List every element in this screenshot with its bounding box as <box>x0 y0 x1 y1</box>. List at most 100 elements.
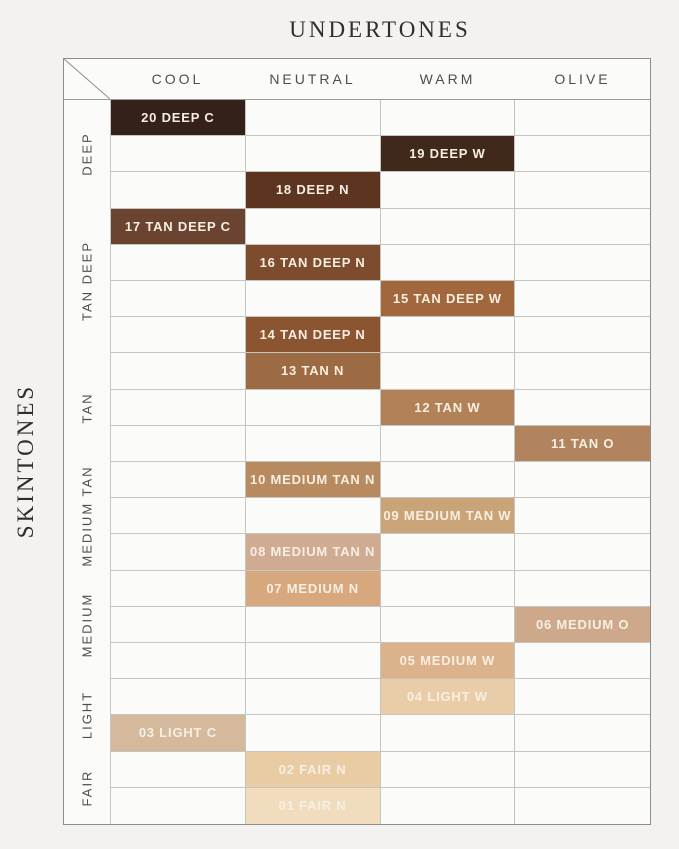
corner-cell <box>64 59 110 99</box>
empty-cell <box>111 317 246 354</box>
skintone-labels-column: DEEP TAN DEEP TAN MEDIUM TAN MEDIUM LIGHT FAIR <box>64 100 111 824</box>
empty-cell <box>245 281 381 318</box>
empty-cell <box>245 498 381 535</box>
empty-cell <box>515 136 650 173</box>
empty-cell <box>245 606 381 643</box>
empty-cell <box>111 643 246 680</box>
skintone-group-label-tan: TAN <box>79 392 95 424</box>
shade-chip-12-tan-w: 12 TAN W <box>380 389 516 426</box>
empty-cell <box>515 245 650 281</box>
empty-cell <box>380 353 516 390</box>
column-header-warm: WARM <box>419 71 476 87</box>
column-header-neutral: NEUTRAL <box>269 71 356 87</box>
empty-cell <box>111 606 246 643</box>
empty-cell <box>380 751 516 788</box>
grid-body: DEEP TAN DEEP TAN MEDIUM TAN MEDIUM LIGHT FAIR… <box>64 100 650 824</box>
empty-cell <box>111 353 246 390</box>
empty-cell <box>111 498 246 535</box>
empty-cell <box>380 208 516 245</box>
empty-cell <box>515 643 650 680</box>
shade-grid: COOL NEUTRAL WARM OLIVE DEEP TAN DEEP TAN MEDI… <box>63 58 651 825</box>
skintone-group-label-deep: DEEP <box>79 132 95 176</box>
empty-cell <box>111 751 246 788</box>
empty-cell <box>380 570 516 607</box>
skintones-title: SKINTONES <box>13 383 38 539</box>
grid-cells: 20 DEEP C 19 DEEP W 18 DEEP N 17 TAN DEEP C… <box>111 100 650 824</box>
empty-cell <box>515 679 650 716</box>
column-header-cool: COOL <box>151 71 204 87</box>
empty-cell <box>111 136 246 173</box>
empty-cell <box>245 208 381 245</box>
shade-chip-18-deep-n: 18 DEEP N <box>245 172 381 209</box>
shade-chip-19-deep-w: 19 DEEP W <box>380 136 516 173</box>
empty-cell <box>380 606 516 643</box>
empty-cell <box>111 570 246 607</box>
shade-chip-08-medium-tan-n: 08 MEDIUM TAN N <box>245 534 381 571</box>
empty-cell <box>245 389 381 426</box>
empty-cell <box>111 281 246 318</box>
empty-cell <box>380 172 516 209</box>
shade-chip-06-medium-o: 06 MEDIUM O <box>515 606 650 643</box>
empty-cell <box>515 172 650 209</box>
empty-cell <box>245 100 381 137</box>
empty-cell <box>515 209 650 245</box>
shade-chip-14-tan-deep-n: 14 TAN DEEP N <box>245 317 381 354</box>
empty-cell <box>245 679 381 716</box>
empty-cell <box>515 571 650 607</box>
shade-chip-17-tan-deep-c: 17 TAN DEEP C <box>111 208 246 245</box>
empty-cell <box>111 534 246 571</box>
empty-cell <box>245 136 381 173</box>
shade-chip-04-light-w: 04 LIGHT W <box>380 679 516 716</box>
empty-cell <box>245 715 381 752</box>
corner-diagonal-line <box>64 59 110 99</box>
empty-cell <box>515 752 650 788</box>
empty-cell <box>111 425 246 462</box>
empty-cell <box>515 353 650 390</box>
empty-cell <box>380 100 516 137</box>
empty-cell <box>111 172 246 209</box>
skintone-group-label-light: LIGHT <box>79 691 95 740</box>
shade-chip-20-deep-c: 20 DEEP C <box>111 100 246 137</box>
shade-chip-11-tan-o: 11 TAN O <box>515 425 650 462</box>
column-header-olive: OLIVE <box>554 71 611 87</box>
empty-cell <box>381 787 516 824</box>
skintone-group-label-medium-tan: MEDIUM TAN <box>79 465 95 567</box>
empty-cell <box>111 679 246 716</box>
empty-cell <box>380 317 516 354</box>
shade-chip-15-tan-deep-w: 15 TAN DEEP W <box>380 281 516 318</box>
shade-chip-16-tan-deep-n: 16 TAN DEEP N <box>245 244 381 281</box>
empty-cell <box>515 462 650 499</box>
skintone-group-label-medium: MEDIUM <box>79 592 95 658</box>
empty-cell <box>380 534 516 571</box>
empty-cell <box>380 425 516 462</box>
empty-cell <box>111 389 246 426</box>
undertones-title: UNDERTONES <box>289 17 471 42</box>
skintone-group-label-tan-deep: TAN DEEP <box>79 240 95 322</box>
shade-chip-03-light-c: 03 LIGHT C <box>111 715 246 752</box>
empty-cell <box>111 787 246 824</box>
shade-chip-10-medium-tan-n: 10 MEDIUM TAN N <box>245 462 381 499</box>
undertone-header-row: COOL NEUTRAL WARM OLIVE <box>64 59 650 100</box>
empty-cell <box>380 462 516 499</box>
empty-cell <box>515 534 650 571</box>
shade-chip-13-tan-n: 13 TAN N <box>245 353 381 390</box>
skintone-group-label-fair: FAIR <box>79 769 95 807</box>
shade-chip-07-medium-n: 07 MEDIUM N <box>245 570 381 607</box>
empty-cell <box>515 390 650 426</box>
empty-cell <box>515 100 650 137</box>
empty-cell <box>111 462 246 499</box>
empty-cell <box>515 715 650 752</box>
shade-chip-01-fair-n: 01 FAIR N <box>245 787 381 824</box>
empty-cell <box>515 788 650 824</box>
empty-cell <box>111 244 246 281</box>
empty-cell <box>515 498 650 535</box>
shade-chip-05-medium-w: 05 MEDIUM W <box>380 643 516 680</box>
empty-cell <box>515 317 650 354</box>
empty-cell <box>380 715 516 752</box>
empty-cell <box>515 281 650 318</box>
empty-cell <box>245 643 381 680</box>
empty-cell <box>380 244 516 281</box>
shade-chip-02-fair-n: 02 FAIR N <box>245 751 381 788</box>
empty-cell <box>245 425 381 462</box>
